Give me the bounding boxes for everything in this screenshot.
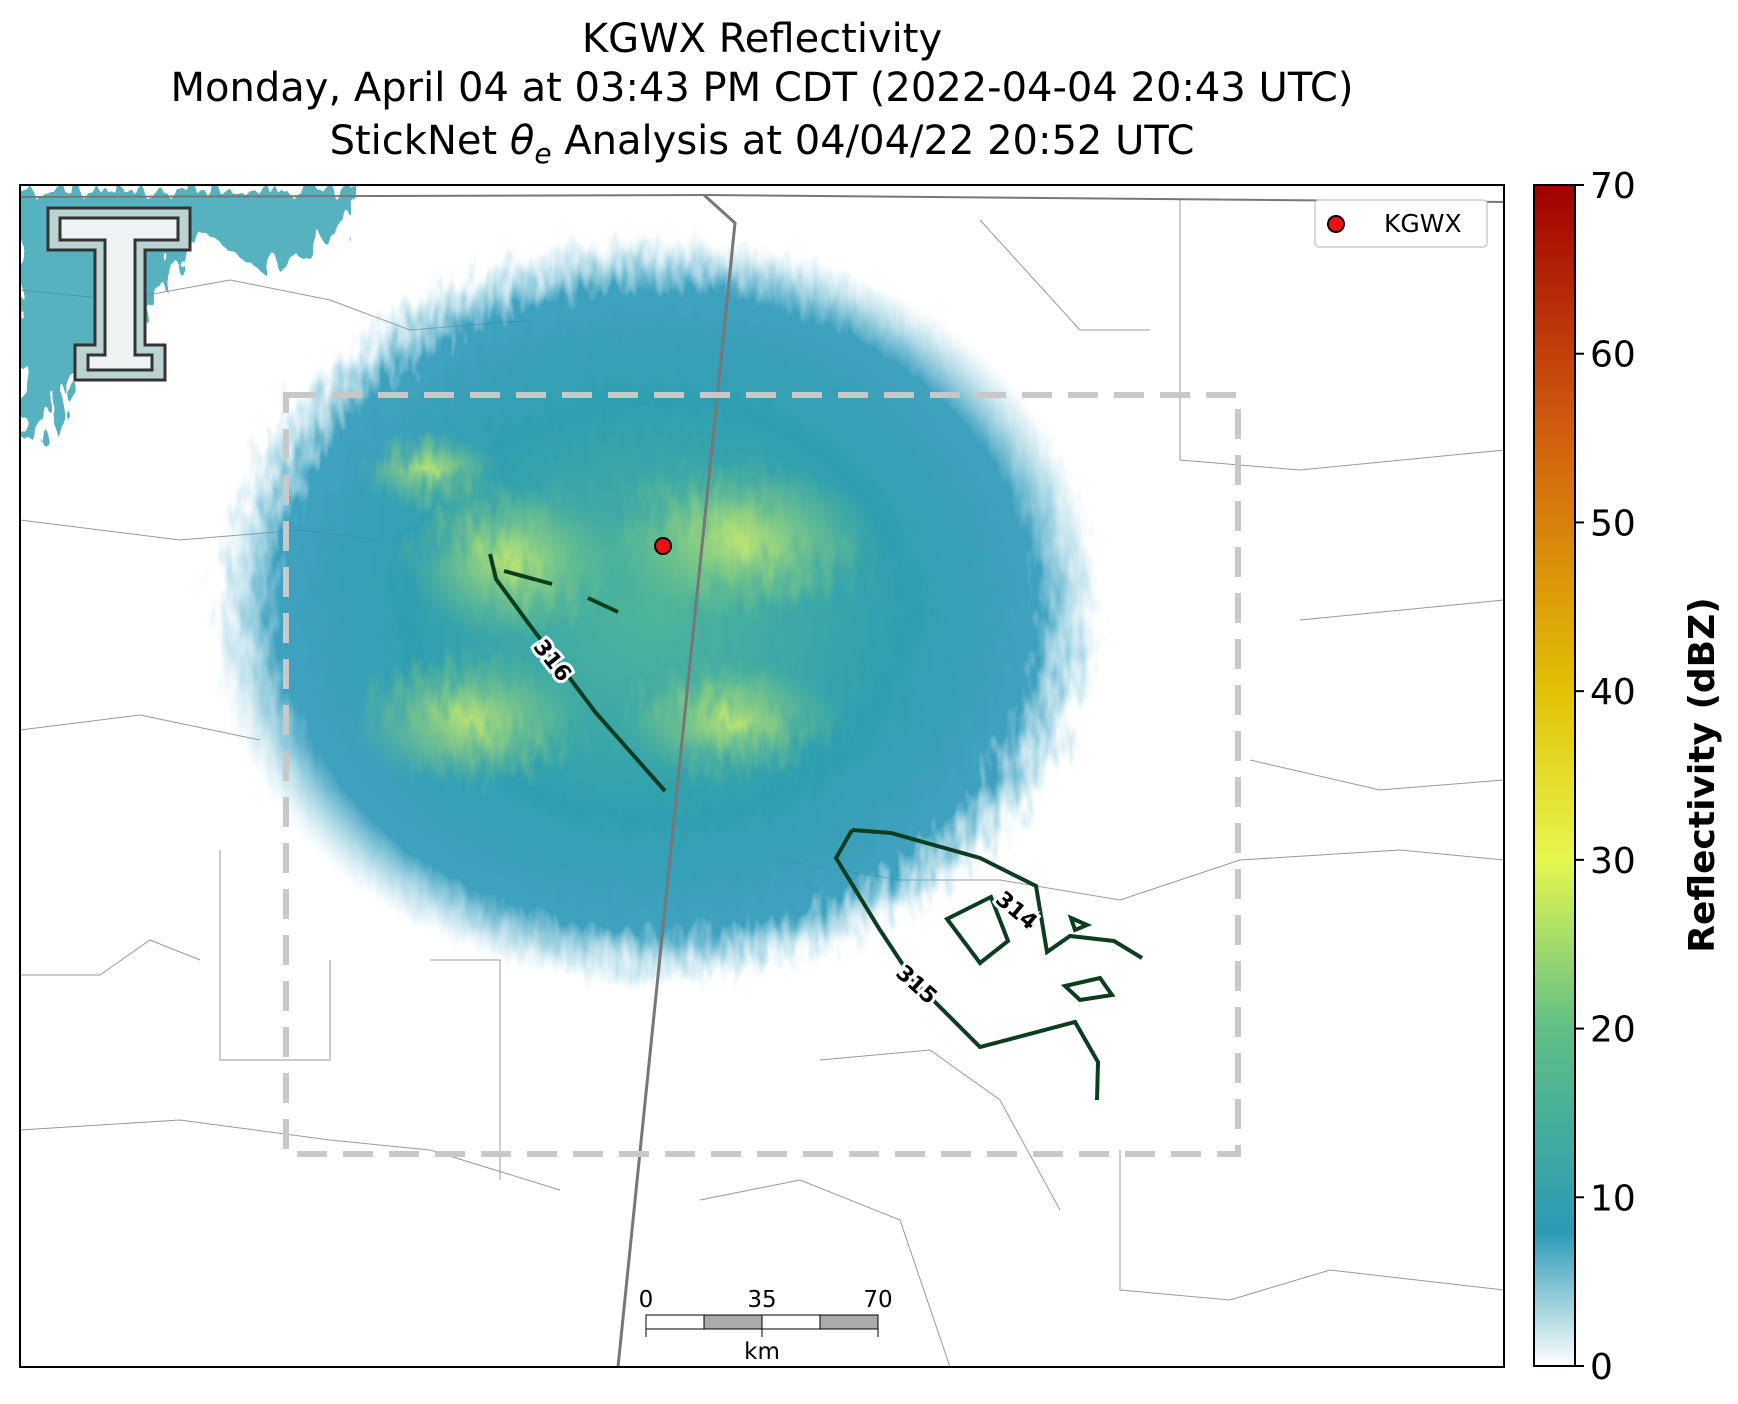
colorbar-tick-label: 30 [1590,841,1636,882]
contour-314 [1067,914,1093,933]
contour-314 [943,894,1011,966]
scale-bar-segment [703,1314,763,1330]
contour-314 [1060,975,1116,1003]
legend: KGWX [1314,199,1488,248]
legend-marker [1327,215,1345,233]
colorbar-tick-label: 20 [1590,1010,1636,1051]
radar-site [654,537,672,555]
legend-box [1314,199,1488,248]
contour-315 [851,828,1144,960]
colorbar-tick-label: 70 [1590,166,1636,207]
scale-bar-segment [819,1314,879,1330]
colorbar-tick-label: 0 [1590,1347,1613,1388]
colorbar-tick-label: 10 [1590,1178,1636,1219]
county-lines [20,200,1504,1367]
scale-bar-label: 35 [747,1287,776,1313]
title-line: KGWX Reflectivity [582,16,942,62]
colorbar-tick-label: 60 [1590,335,1636,376]
ttu-logo [46,206,192,382]
map-frame [19,184,1505,1368]
contour-316 [503,569,553,586]
scale-bar-unit: km [744,1339,780,1365]
state-line [616,193,737,1367]
scale-bar-segment [645,1314,705,1330]
legend-label: KGWX [1384,209,1462,238]
scale-bar-segment [761,1314,821,1330]
contour-315 [833,829,1101,1101]
title-text: Analysis at 04/04/22 20:52 UTC [552,118,1195,164]
colorbar [1533,184,1576,1367]
title-line: Monday, April 04 at 03:43 PM CDT (2022-0… [171,65,1354,111]
theta-e-contours [488,553,1144,1101]
title-symbol: θ [510,118,534,164]
scale-bar-label: 70 [863,1287,892,1313]
state-line [20,193,1504,203]
colorbar-label: Reflectivity (dBZ) [1682,597,1723,952]
scale-bar: 0 35 70 km [639,1287,893,1365]
contour-316 [587,596,619,614]
title-line: StickNet θe Analysis at 04/04/22 20:52 U… [330,118,1195,170]
colorbar-tick-label: 40 [1590,672,1636,713]
title-text: StickNet [330,118,510,164]
colorbar-ticks: 0 10 20 30 40 50 60 70 [1575,166,1636,1388]
analysis-domain [283,392,1241,1157]
title-subscript: e [534,137,551,170]
contour-316 [488,553,667,793]
scale-bar-label: 0 [639,1287,654,1313]
radar-echo [212,235,1102,985]
colorbar-tick-label: 50 [1590,503,1636,544]
